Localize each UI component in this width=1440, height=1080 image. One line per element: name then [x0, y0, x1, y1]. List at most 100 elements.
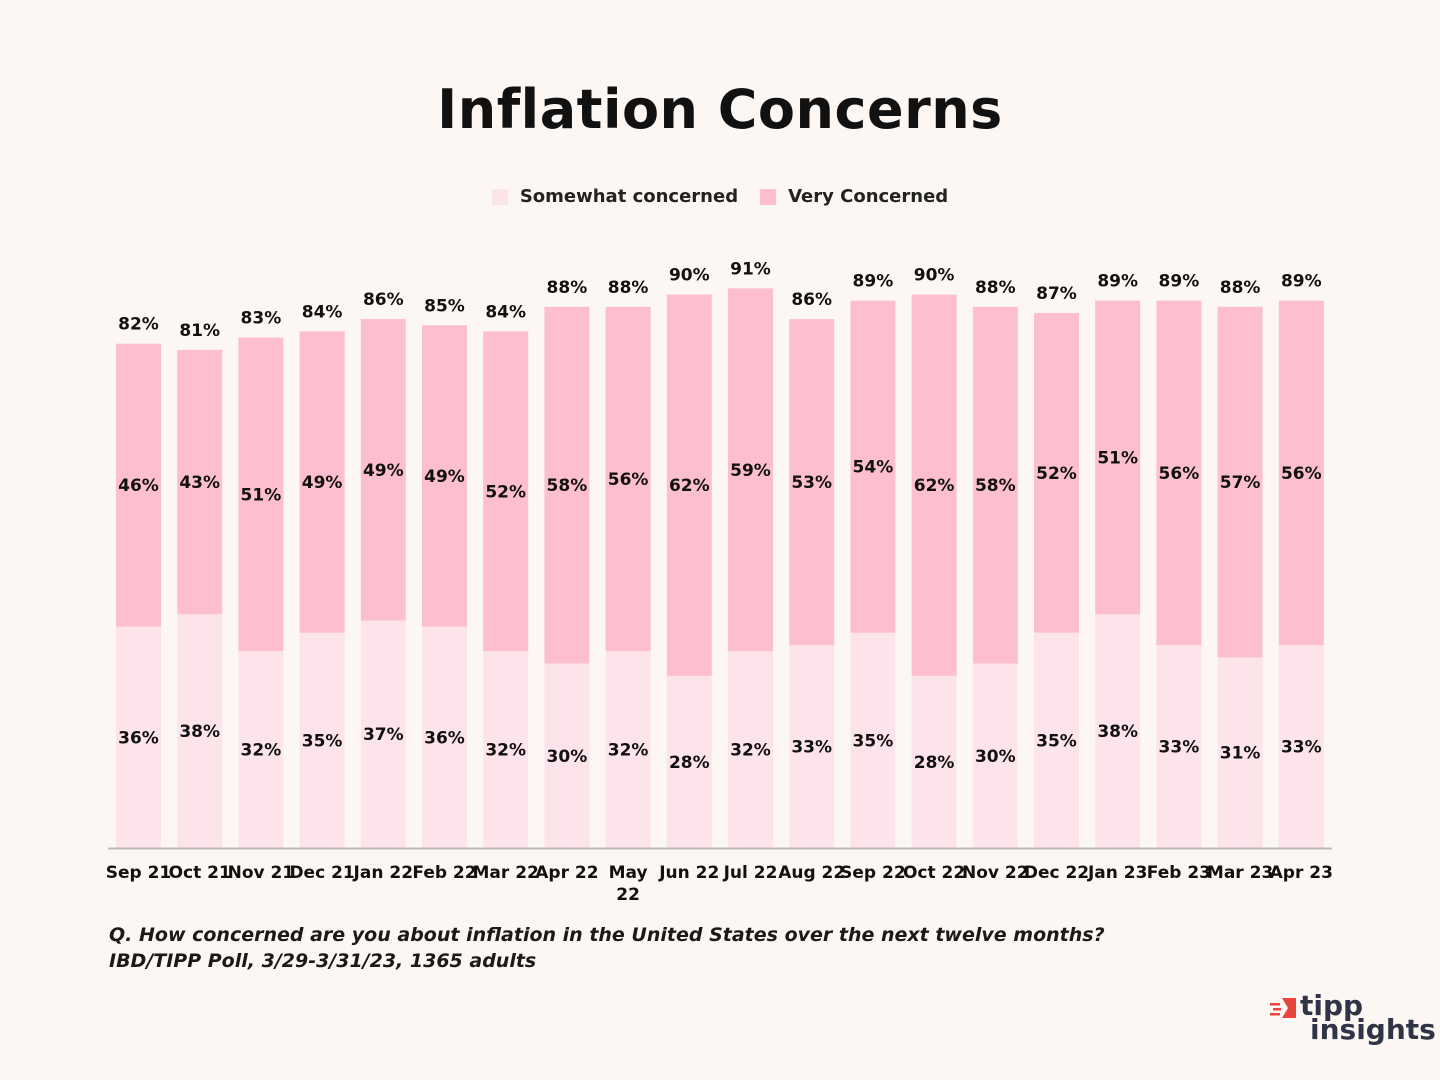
bar-very[interactable] — [1156, 300, 1202, 646]
data-label-very: 49% — [424, 467, 465, 487]
bar-very[interactable] — [177, 349, 223, 615]
x-tick-label: Nov 21 — [228, 863, 295, 883]
data-label-somewhat: 32% — [730, 741, 771, 761]
data-label-total: 82% — [118, 315, 159, 335]
bar-somewhat[interactable] — [605, 651, 651, 848]
data-label-somewhat: 33% — [1281, 738, 1322, 758]
data-label-somewhat: 38% — [179, 722, 220, 742]
bar-somewhat[interactable] — [360, 620, 406, 848]
bar-somewhat[interactable] — [1095, 614, 1141, 848]
bar-somewhat[interactable] — [911, 675, 957, 848]
logo-tipp-text: tipp — [1300, 989, 1364, 1022]
x-tick-label: Apr 22 — [535, 863, 598, 883]
bar-somewhat[interactable] — [666, 675, 712, 848]
data-label-somewhat: 33% — [1159, 738, 1200, 758]
bar-very[interactable] — [483, 331, 529, 652]
data-label-somewhat: 28% — [914, 753, 955, 773]
x-tick-label: Nov 22 — [962, 863, 1029, 883]
data-label-somewhat: 36% — [118, 728, 159, 748]
data-label-total: 83% — [241, 309, 282, 329]
bar-very[interactable] — [1217, 306, 1263, 658]
bar-very[interactable] — [605, 306, 651, 652]
x-tick-label: Oct 22 — [903, 863, 965, 883]
bar-somewhat[interactable] — [422, 626, 467, 848]
bar-very[interactable] — [116, 343, 161, 627]
bar-very[interactable] — [972, 306, 1018, 664]
x-tick-label: Feb 22 — [412, 863, 476, 883]
data-label-somewhat: 35% — [1036, 731, 1077, 751]
data-label-somewhat: 30% — [547, 747, 588, 767]
data-label-somewhat: 28% — [669, 753, 710, 773]
data-label-very: 52% — [1036, 464, 1077, 484]
data-label-total: 88% — [608, 278, 649, 298]
bar-somewhat[interactable] — [116, 626, 161, 848]
bar-very[interactable] — [422, 325, 467, 627]
bar-very[interactable] — [1095, 300, 1141, 615]
data-label-total: 91% — [730, 259, 771, 279]
data-label-somewhat: 32% — [608, 741, 649, 761]
bar-very[interactable] — [360, 319, 406, 621]
data-label-somewhat: 35% — [853, 731, 894, 751]
bar-somewhat[interactable] — [544, 663, 590, 849]
data-label-very: 62% — [914, 476, 955, 496]
data-label-very: 56% — [608, 470, 649, 490]
data-label-very: 49% — [302, 473, 343, 493]
bar-somewhat[interactable] — [238, 651, 284, 848]
x-tick-label: Feb 23 — [1147, 863, 1211, 883]
legend: Somewhat concerned Very Concerned — [0, 186, 1440, 207]
bar-very[interactable] — [850, 300, 896, 633]
legend-item-very[interactable]: Very Concerned — [760, 186, 948, 207]
data-label-total: 88% — [547, 278, 588, 298]
bar-somewhat[interactable] — [299, 632, 345, 848]
bar-very[interactable] — [1034, 312, 1079, 633]
data-label-somewhat: 33% — [791, 738, 832, 758]
legend-label-very: Very Concerned — [788, 186, 949, 207]
data-label-very: 54% — [853, 458, 894, 478]
data-label-somewhat: 30% — [975, 747, 1016, 767]
data-label-total: 89% — [1281, 272, 1322, 292]
bar-somewhat[interactable] — [789, 645, 835, 848]
bar-very[interactable] — [911, 294, 957, 676]
data-label-very: 58% — [975, 476, 1016, 496]
bar-somewhat[interactable] — [972, 663, 1018, 849]
data-label-total: 86% — [791, 290, 832, 310]
bar-very[interactable] — [728, 288, 773, 652]
bar-somewhat[interactable] — [483, 651, 529, 848]
data-label-total: 87% — [1036, 284, 1077, 304]
bar-very[interactable] — [1278, 300, 1324, 646]
data-label-total: 86% — [363, 290, 404, 310]
x-tick-label: Jan 23 — [1087, 863, 1147, 883]
bar-very[interactable] — [789, 319, 835, 646]
data-label-very: 57% — [1220, 473, 1261, 493]
bar-somewhat[interactable] — [1156, 645, 1202, 848]
bar-very[interactable] — [299, 331, 345, 633]
bar-very[interactable] — [666, 294, 712, 676]
footnote: Q. How concerned are you about inflation… — [109, 922, 1105, 974]
data-label-very: 52% — [485, 482, 526, 502]
data-label-somewhat: 32% — [241, 741, 282, 761]
data-label-somewhat: 38% — [1097, 722, 1138, 742]
x-tick-label: Sep 22 — [840, 863, 906, 883]
data-label-total: 85% — [424, 296, 465, 316]
data-label-somewhat: 32% — [485, 741, 526, 761]
data-label-very: 43% — [179, 473, 220, 493]
legend-item-somewhat[interactable]: Somewhat concerned — [491, 186, 738, 207]
data-label-total: 89% — [1159, 272, 1200, 292]
bar-very[interactable] — [238, 337, 284, 652]
bar-somewhat[interactable] — [1217, 657, 1263, 848]
bar-somewhat[interactable] — [177, 614, 223, 848]
bar-somewhat[interactable] — [1278, 645, 1324, 848]
data-label-total: 84% — [302, 302, 343, 322]
bar-somewhat[interactable] — [1034, 632, 1079, 848]
bar-somewhat[interactable] — [850, 632, 896, 848]
x-tick-label: Jun 22 — [658, 863, 719, 883]
data-label-very: 46% — [118, 476, 159, 496]
data-label-total: 88% — [1220, 278, 1261, 298]
bar-very[interactable] — [544, 306, 590, 664]
chart-title: Inflation Concerns — [437, 78, 1003, 141]
survey-question: Q. How concerned are you about inflation… — [109, 924, 1105, 946]
logo-insights-text: insights — [1310, 1013, 1436, 1046]
x-tick-label: Apr 23 — [1270, 863, 1333, 883]
bar-somewhat[interactable] — [728, 651, 773, 848]
